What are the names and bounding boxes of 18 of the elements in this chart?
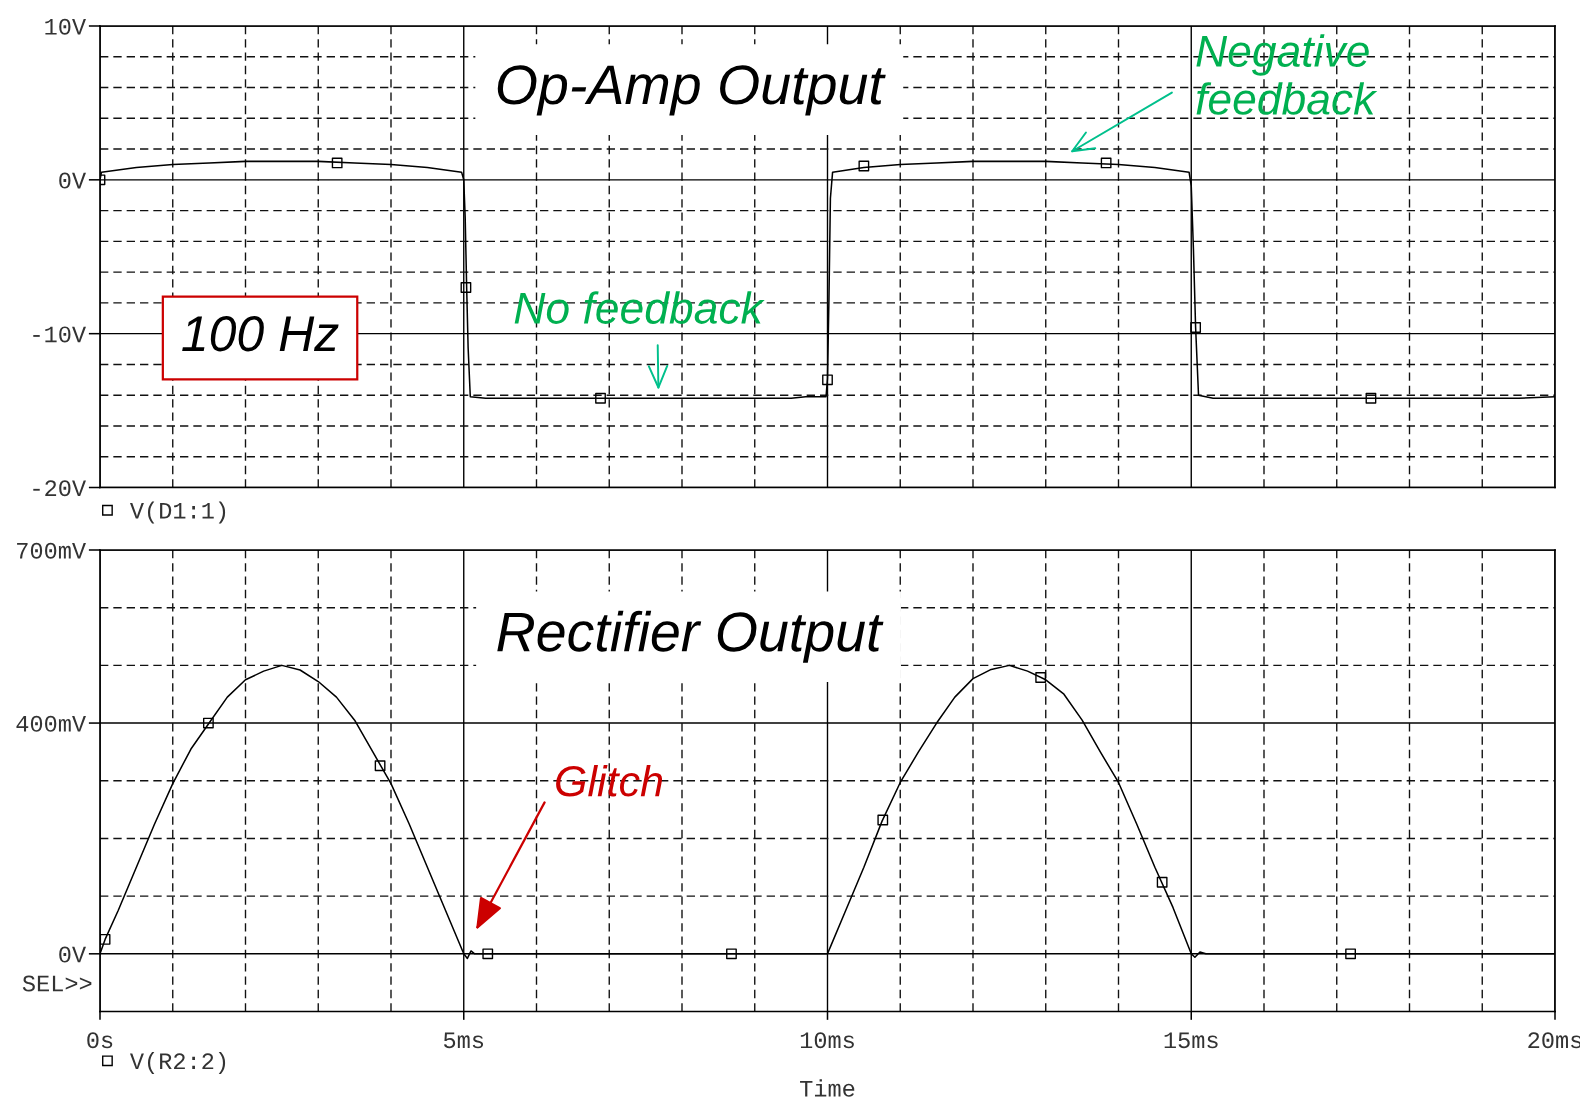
y-tick-label: 400mV — [16, 715, 86, 732]
text: Op-Amp Output — [497, 65, 886, 116]
x-tick-label: 15ms — [1164, 1032, 1218, 1049]
y-tick-label: 700mV — [17, 542, 86, 559]
y-tick-label: 0V — [59, 172, 86, 189]
y-tick-label: 0V — [59, 946, 86, 963]
y-tick-label: 10V — [45, 18, 86, 35]
y-tick-label: -20V — [33, 480, 86, 497]
annotation: 100 Hz — [182, 315, 339, 352]
x-tick-label: 0s — [87, 1032, 113, 1049]
legend-label: V(R2:2) — [129, 1052, 226, 1075]
text: SEL>> — [22, 975, 92, 992]
legend-label: V(D1:1) — [129, 501, 226, 524]
text: Rectifier Output — [497, 610, 884, 663]
x-axis-title: Time — [800, 1079, 855, 1097]
y-tick-label: -10V — [33, 326, 86, 343]
x-tick-label: 5ms — [443, 1032, 484, 1049]
x-tick-label: 10ms — [800, 1032, 854, 1049]
